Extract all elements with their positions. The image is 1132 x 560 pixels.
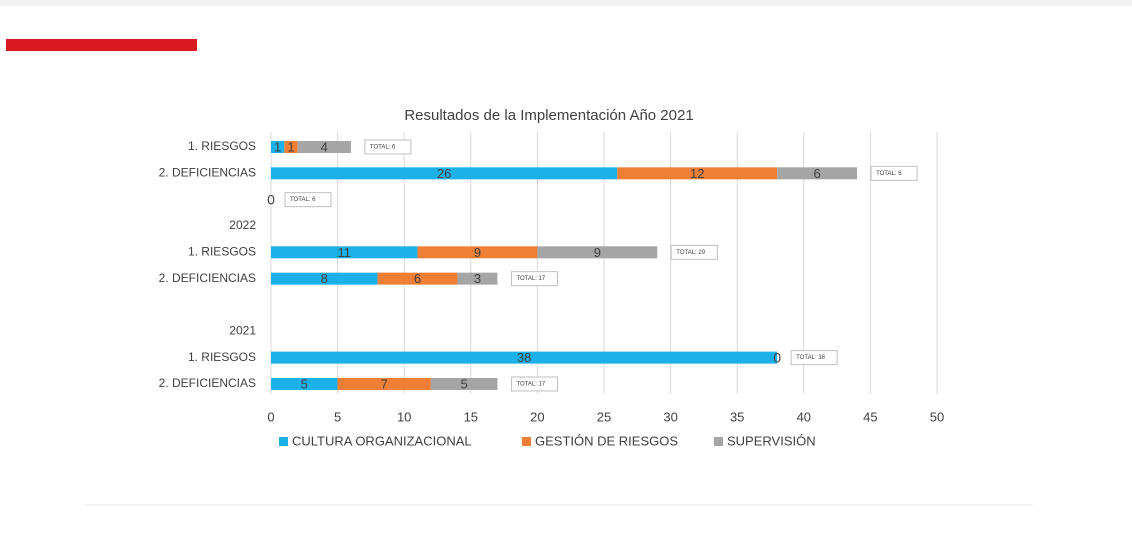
x-tick-label: 15 [464,409,478,424]
data-label: 11 [338,245,352,260]
bar-segment [457,272,498,285]
total-label: TOTAL: 6 [876,171,902,177]
total-label: TOTAL: 6 [290,197,316,203]
total-label: TOTAL: 38 [796,355,825,361]
data-label: 7 [381,376,388,391]
bar-segment [271,351,778,364]
total-label: TOTAL: 17 [516,276,545,282]
top-band [0,0,1132,6]
y-tick-label: 2022 [229,218,256,232]
data-label: 5 [301,376,308,391]
total-box [510,376,558,392]
data-label: 6 [414,271,421,286]
bar-segment [271,272,378,285]
x-tick-label: 35 [730,409,744,424]
bar-segment [297,141,351,153]
bar-segment [417,246,538,259]
data-label: 26 [437,166,451,181]
x-tick-label: 45 [863,409,877,424]
y-tick-label: 2021 [229,323,256,337]
accent-bar [6,39,197,51]
total-box [670,244,718,260]
x-tick-label: 20 [530,409,544,424]
legend-swatch [522,437,531,446]
bar-segment [271,167,618,180]
total-label: TOTAL: 6 [370,145,396,151]
data-label: 38 [517,350,531,365]
data-label: 0 [773,349,781,365]
bar-segment [777,167,858,180]
chart-title: Resultados de la Implementación Año 2021 [404,107,693,124]
total-box [284,192,332,208]
bar-segment [337,377,431,390]
legend-swatch [714,437,723,446]
y-tick-label: 1. RIESGOS [188,139,256,153]
x-tick-label: 50 [930,409,944,424]
legend-swatch [279,437,288,446]
data-label: 5 [461,376,468,391]
total-box [790,350,838,366]
data-label: 8 [321,271,328,286]
x-tick-label: 5 [334,409,341,424]
bar-segment [271,377,338,390]
y-tick-label: 2. DEFICIENCIAS [159,271,256,285]
y-tick-label: 2. DEFICIENCIAS [159,376,256,390]
data-label: 4 [321,139,328,154]
legend-label: CULTURA ORGANIZACIONAL [292,433,472,448]
data-label: 9 [594,245,601,260]
bar-segment [271,246,418,259]
bar-segment [617,167,778,180]
legend-label: SUPERVISIÓN [727,433,816,448]
data-label: 6 [814,166,821,181]
x-tick-label: 25 [597,409,611,424]
bar-segment [271,141,285,153]
bar-segment [284,141,298,153]
total-box [510,271,558,287]
legend-label: GESTIÓN DE RIESGOS [535,433,678,448]
data-label: 0 [267,191,275,207]
y-tick-label: 1. RIESGOS [188,244,256,258]
bar-segment [537,246,658,259]
data-label: 1 [287,139,294,154]
x-tick-label: 10 [397,409,411,424]
x-tick-label: 0 [267,409,274,424]
total-label: TOTAL: 29 [676,250,705,256]
data-label: 12 [690,166,704,181]
total-box [364,139,412,155]
data-label: 9 [474,245,481,260]
x-tick-label: 40 [797,409,811,424]
y-tick-label: 2. DEFICIENCIAS [159,166,256,180]
data-label: 3 [474,271,481,286]
y-tick-label: 1. RIESGOS [188,350,256,364]
x-tick-label: 30 [663,409,677,424]
data-label: 1 [274,139,281,154]
total-label: TOTAL: 17 [516,382,545,388]
total-box [870,165,918,181]
bar-segment [377,272,458,285]
bar-segment [430,377,498,390]
